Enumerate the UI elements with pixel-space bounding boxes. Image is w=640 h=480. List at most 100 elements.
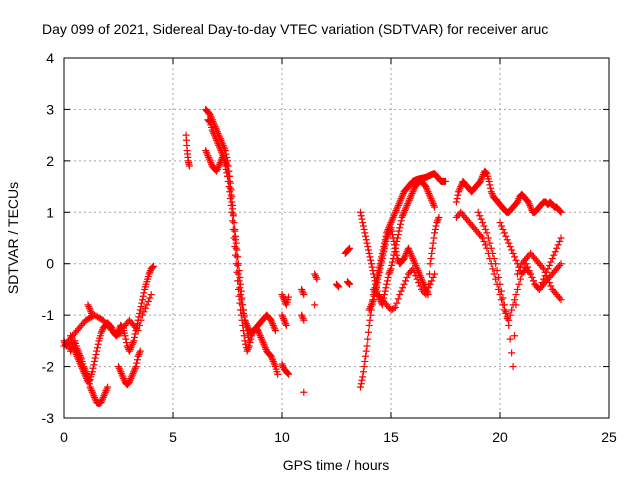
data-point [213,138,221,146]
data-point [396,198,404,206]
data-point [366,253,374,261]
plot-frame [63,57,610,419]
data-point [362,352,370,360]
data-point [98,397,106,405]
data-point [365,321,373,329]
data-point [130,333,138,341]
data-point [244,330,252,338]
data-point [377,261,385,269]
data-point [554,241,562,249]
data-point [396,196,404,204]
data-point [426,191,434,199]
data-point [282,321,290,329]
data-point [529,277,537,285]
data-point [88,311,96,319]
data-point [99,393,107,401]
data-point [492,260,500,268]
data-point [97,329,105,337]
data-point [513,285,521,293]
data-point [358,215,366,223]
data-point [476,177,484,185]
data-point [386,225,394,233]
data-point [236,273,244,281]
data-point [369,267,377,275]
data-point [228,198,236,206]
data-point [345,245,353,253]
data-point [406,195,414,203]
data-point [226,177,234,185]
data-point [397,217,405,225]
data-point [402,277,410,285]
data-point [231,225,239,233]
data-point [73,352,81,360]
data-point [364,243,372,251]
data-point [203,150,211,158]
data-point [214,164,222,172]
data-point [117,369,125,377]
data-point [429,273,437,281]
data-point [359,373,367,381]
data-point [119,373,127,381]
data-point [346,244,354,252]
data-point [503,315,511,323]
data-point [430,234,438,242]
data-point [402,205,410,213]
data-point [245,337,253,345]
data-point [524,198,532,206]
data-point [399,191,407,199]
data-point [513,260,521,268]
data-point [86,383,94,391]
data-point [368,299,376,307]
data-point [405,196,413,204]
y-tick-label: -1 [42,307,55,323]
data-point [428,196,436,204]
data-point [222,159,230,167]
data-point [268,318,276,326]
data-point [260,340,268,348]
data-point [69,344,77,352]
data-point [543,268,551,276]
data-point [238,294,246,302]
data-point [335,283,343,291]
data-point [497,296,505,304]
data-point [87,308,95,316]
data-point [480,222,488,230]
data-point [388,258,396,266]
data-point [483,229,491,237]
data-point [394,295,402,303]
data-point [423,184,431,192]
grid [63,57,610,419]
data-point [204,152,212,160]
data-point [128,342,136,350]
data-point [115,363,122,371]
data-point [240,311,248,319]
data-point [397,195,405,203]
data-point [129,339,137,347]
data-point [379,251,387,259]
x-tick-label: 0 [60,429,68,445]
data-point [138,311,146,319]
data-point [149,263,157,271]
data-point [362,236,370,244]
data-point [442,177,449,185]
data-point [540,275,548,283]
x-tick-label: 15 [383,429,399,445]
data-point [70,345,78,353]
data-point [279,294,287,302]
data-point [129,369,137,377]
data-point [135,351,143,359]
data-point [383,234,391,242]
data-point [428,277,436,285]
data-point [258,337,266,345]
data-point [398,213,406,221]
data-point [391,244,399,252]
data-point [391,208,399,216]
data-point [136,306,144,314]
data-point [358,376,366,384]
data-point [226,195,234,203]
data-point [490,255,498,263]
data-point [423,287,431,295]
data-point [525,268,533,276]
data-point [345,279,353,287]
data-point [489,249,497,257]
